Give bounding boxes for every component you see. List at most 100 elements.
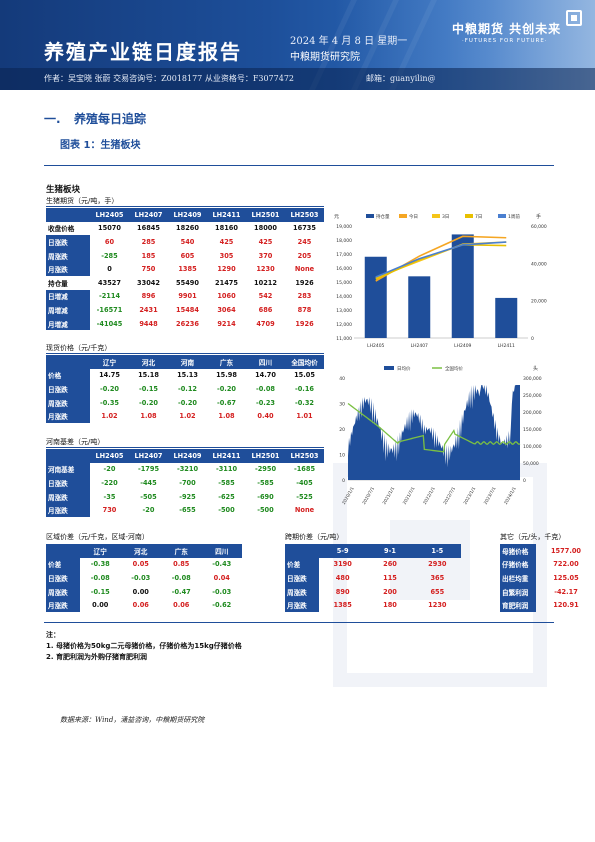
table-cell: 200 — [383, 587, 397, 596]
table-cell: 605 — [180, 251, 195, 260]
table-cell: 15070 — [98, 224, 121, 233]
futures-oi-chart: 持仓量 今日 3日 7日 1周前 元 手 19,000 18,000 17,000 16,000 15… — [334, 213, 547, 349]
other-indicators-table: 母猪价格 1577.00 仔猪价格 722.00 出栏均重 125.05 自繁利润 -42.1… — [500, 544, 595, 612]
y-left-tick: 15,000 — [336, 280, 352, 286]
x-tick: LH2407 — [411, 343, 428, 349]
row-label: 自繁利润 — [500, 584, 536, 599]
y-right-tick: 250,000 — [523, 393, 542, 399]
row-label: 收盘价格 — [48, 225, 75, 234]
table-row: 价差 -0.38 0.05 0.85 -0.43 — [46, 557, 242, 572]
y-left-tick: 12,000 — [336, 322, 352, 328]
table-cell: 115 — [383, 573, 397, 582]
table-cell: 0.40 — [257, 412, 274, 421]
table-cell: 10212 — [254, 278, 277, 287]
column-header — [46, 208, 90, 222]
futures-table: LH2405 LH2407 LH2409 LH2411 LH2501 LH2503 收盘价格… — [46, 208, 324, 331]
legend-swatch — [384, 366, 394, 370]
table-cell: 542 — [258, 292, 273, 301]
column-header: 9-1 — [366, 544, 414, 558]
table-cell: 18000 — [254, 224, 277, 233]
y-left-tick: 30 — [339, 402, 345, 408]
row-label: 周涨跌 — [285, 584, 319, 599]
table-row: 河南基差 -20 -1795 -3210 -3110 -2950 -1685 — [46, 462, 324, 477]
table-cell: 205 — [297, 251, 312, 260]
table-row: 育肥利润 120.91 — [500, 598, 595, 612]
table-cell: 425 — [219, 237, 234, 246]
table-row: 价差 3190 260 2930 — [285, 557, 461, 572]
table-cell: -500 — [257, 506, 274, 515]
table-cell: 15.98 — [216, 371, 237, 380]
table-cell: 180 — [383, 601, 397, 610]
table-cell: -285 — [101, 251, 118, 260]
row-label: 育肥利润 — [500, 598, 536, 612]
column-header: 辽宁 — [90, 355, 129, 369]
table-cell: 655 — [430, 587, 445, 596]
table-row: 日涨跌 60 285 540 425 425 245 — [46, 235, 324, 249]
notes-title: 注： — [46, 631, 60, 639]
author-email: 邮箱：guanyilin@ — [366, 74, 436, 83]
table-header-row: LH2405 LH2407 LH2409 LH2411 LH2501 LH2503 — [46, 449, 324, 463]
table-cell: 1926 — [295, 278, 314, 287]
table-cell: 750 — [141, 265, 156, 274]
y-left-tick: 16,000 — [336, 266, 352, 272]
table-cell: -0.03 — [131, 573, 151, 582]
table-cell: 686 — [258, 305, 273, 314]
row-label: 周增减 — [46, 303, 90, 317]
table-row: 月增减 -41045 9448 26236 9214 4709 1926 — [46, 316, 324, 331]
figure-top-rule — [44, 165, 554, 166]
legend-label: 持仓量 — [376, 213, 390, 220]
report-institute: 中粮期货研究院 — [290, 52, 360, 63]
table-cell: 15.13 — [177, 371, 198, 380]
table-cell: -20 — [103, 465, 116, 474]
column-header: 河北 — [129, 355, 168, 369]
table-cell: 120.91 — [553, 601, 579, 610]
table-cell: 1577.00 — [550, 546, 582, 555]
y-right-unit: 头 — [533, 365, 538, 372]
author-bar — [0, 68, 595, 90]
table-cell: -0.08 — [171, 573, 191, 582]
y-left-tick: 11,000 — [336, 336, 352, 342]
oi-bar — [364, 256, 387, 338]
row-label: 日涨跌 — [46, 382, 90, 396]
legend-label: 3日 — [442, 214, 449, 220]
note-item: 1. 母猪价格为50kg二元母猪价格，仔猪价格为15kg仔猪价格 — [46, 642, 242, 650]
row-label: 母猪价格 — [500, 544, 536, 558]
table-cell: -500 — [218, 506, 235, 515]
note-item: 2. 育肥利润为外购仔猪育肥利润 — [46, 653, 147, 661]
other-table-title: 其它（元/头，千克） — [500, 533, 566, 541]
y-left-tick: 40 — [339, 376, 345, 382]
table-row: 周涨跌 -35 -505 -925 -625 -690 -525 — [46, 489, 324, 504]
legend-label: 全国均价 — [445, 365, 463, 372]
data-source: 数据来源：Wind，涌益咨询，中粮期货研究院 — [60, 716, 205, 724]
table-cell: -2950 — [254, 465, 277, 474]
table-cell: 14.75 — [99, 371, 120, 380]
table-cell: -655 — [179, 506, 196, 515]
row-label: 月涨跌 — [46, 598, 80, 612]
y-right-tick: 50,000 — [523, 461, 539, 467]
row-label: 出栏均重 — [500, 571, 536, 585]
table-cell: 33042 — [137, 278, 160, 287]
table-cell: 21475 — [215, 278, 238, 287]
oi-bar — [451, 234, 474, 338]
table-cell: -445 — [140, 478, 157, 487]
column-header: LH2501 — [246, 208, 285, 222]
table-cell: -585 — [257, 478, 274, 487]
y-right-unit: 手 — [536, 213, 541, 220]
table-cell: 2431 — [139, 305, 158, 314]
table-cell: 1.08 — [140, 412, 157, 421]
table-cell: 1290 — [217, 265, 236, 274]
table-row: 周涨跌 -0.15 0.00 -0.47 -0.03 — [46, 584, 242, 599]
table-cell: -1795 — [137, 465, 160, 474]
table-cell: -0.20 — [216, 384, 236, 393]
calendar-spread-title: 跨期价差（元/吨） — [285, 533, 344, 541]
x-tick: 2024/1/1 — [503, 486, 518, 506]
table-row: 日涨跌 -0.08 -0.03 -0.08 0.04 — [46, 571, 242, 585]
table-header-row: 辽宁 河北 河南 广东 四川 全国均价 — [46, 355, 324, 369]
table-cell: -0.38 — [90, 560, 110, 569]
x-tick: 2021/7/1 — [402, 486, 417, 506]
table-cell: -16571 — [96, 305, 123, 314]
table-cell: -0.35 — [99, 398, 119, 407]
table-row: 月涨跌 730 -20 -655 -500 -500 None — [46, 503, 324, 517]
table-cell: -2114 — [98, 292, 121, 301]
table-cell: 1.08 — [218, 412, 235, 421]
